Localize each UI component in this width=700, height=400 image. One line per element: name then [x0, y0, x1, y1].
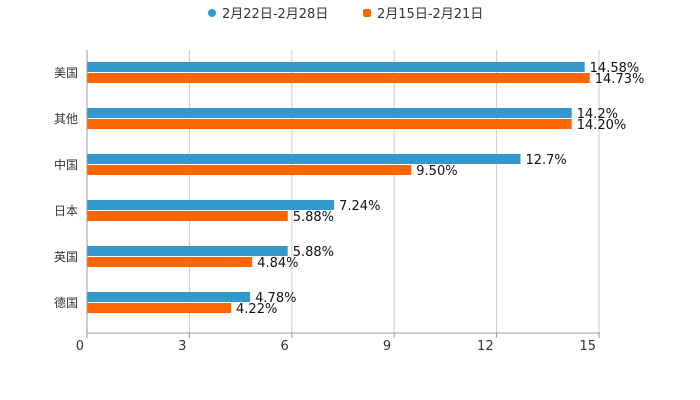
- data-label: 14.73%: [595, 72, 645, 87]
- bar-week-feb22: [87, 292, 251, 302]
- bar-week-feb15: [87, 73, 590, 83]
- x-tick-label: 15: [579, 339, 596, 354]
- data-label: 5.88%: [293, 210, 334, 225]
- gridlines: [86, 50, 600, 333]
- data-label: 9.50%: [416, 164, 457, 179]
- bar-week-feb22: [87, 62, 585, 72]
- category-label: 中国: [54, 157, 78, 172]
- labels: 0 3 6 9 12 15 美国 14.58%14.73% 其他 14.2%14.20% 中国 12.…: [54, 61, 644, 354]
- data-label: 7.24%: [339, 199, 380, 214]
- bar-week-feb22: [87, 154, 521, 164]
- category-label: 英国: [54, 250, 78, 264]
- x-tick-label: 0: [76, 339, 84, 354]
- legend-item[interactable]: 2月22日-2月28日: [208, 7, 328, 22]
- category-label: 日本: [54, 204, 78, 218]
- bar-week-feb22: [87, 200, 335, 210]
- bar-week-feb22: [87, 246, 288, 256]
- bar-week-feb15: [87, 211, 288, 221]
- category-label: 其他: [54, 112, 78, 126]
- bar-week-feb15: [87, 303, 232, 313]
- bar-week-feb15: [87, 119, 572, 129]
- data-label: 12.7%: [525, 153, 566, 168]
- bar-week-feb22: [87, 108, 572, 118]
- legend-label: 2月22日-2月28日: [222, 7, 328, 22]
- x-axis: [86, 50, 600, 338]
- data-label: 4.78%: [255, 291, 296, 306]
- x-tick-label: 9: [383, 339, 391, 354]
- category-label: 美国: [54, 66, 78, 80]
- data-label: 14.20%: [577, 118, 627, 133]
- legend-marker-square-icon: [363, 9, 371, 17]
- data-label: 5.88%: [293, 245, 334, 260]
- x-tick-label: 6: [281, 339, 289, 354]
- data-label: 4.22%: [236, 302, 277, 317]
- legend-item[interactable]: 2月15日-2月21日: [363, 7, 483, 22]
- data-label: 4.84%: [257, 256, 298, 271]
- x-tick-label: 12: [477, 339, 494, 354]
- x-tick-label: 3: [178, 339, 186, 354]
- data-label: 14.58%: [590, 61, 640, 76]
- bars: [87, 62, 590, 313]
- legend: 2月22日-2月28日 2月15日-2月21日: [208, 7, 483, 22]
- data-label: 14.2%: [577, 107, 618, 122]
- bar-week-feb15: [87, 165, 412, 175]
- category-label: 德国: [54, 295, 78, 310]
- legend-label: 2月15日-2月21日: [377, 7, 483, 22]
- legend-marker-circle-icon: [208, 9, 216, 17]
- bar-week-feb15: [87, 257, 253, 267]
